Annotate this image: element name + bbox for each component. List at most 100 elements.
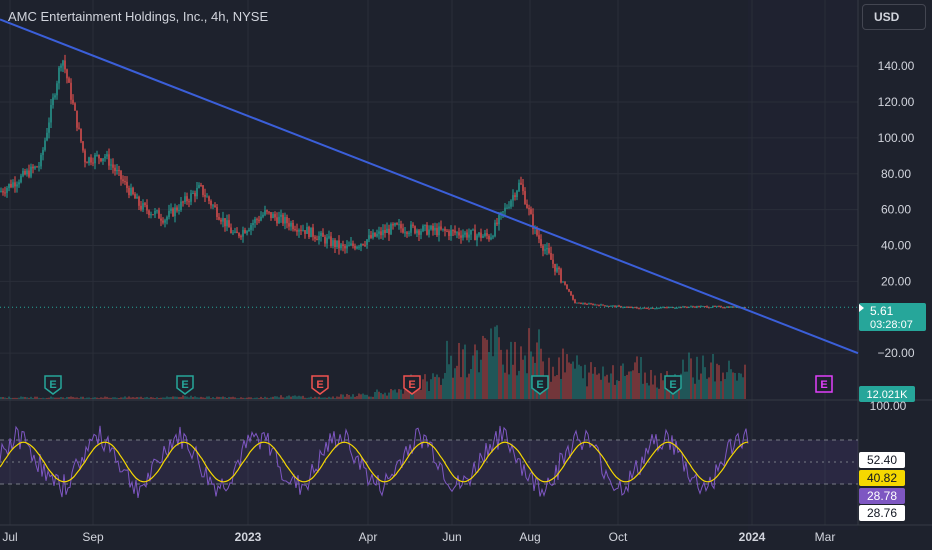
volume-bar bbox=[132, 397, 134, 399]
volume-bar bbox=[382, 394, 384, 399]
volume-bar bbox=[556, 375, 558, 399]
candle-body bbox=[544, 249, 546, 251]
candle-body bbox=[312, 227, 314, 237]
volume-bar bbox=[466, 377, 468, 399]
candle-body bbox=[434, 227, 436, 231]
volume-bar bbox=[228, 396, 230, 399]
volume-bar bbox=[550, 381, 552, 399]
volume-bar bbox=[592, 373, 594, 399]
volume-bar bbox=[604, 376, 606, 399]
volume-bar bbox=[736, 380, 738, 399]
candle-body bbox=[188, 201, 190, 203]
volume-bar bbox=[8, 396, 10, 399]
volume-bar bbox=[512, 364, 514, 399]
volume-bar bbox=[96, 397, 98, 399]
volume-bar bbox=[722, 372, 724, 399]
candle-body bbox=[150, 214, 152, 216]
volume-bar bbox=[64, 398, 66, 399]
earnings-marker-shape bbox=[403, 375, 421, 395]
volume-bar bbox=[374, 392, 376, 399]
volume-bar bbox=[584, 364, 586, 399]
candle-body bbox=[384, 230, 386, 233]
volume-bar bbox=[216, 396, 218, 399]
candle-body bbox=[546, 248, 548, 250]
candle-body bbox=[674, 307, 676, 309]
volume-bar bbox=[150, 397, 152, 399]
candle-body bbox=[508, 206, 510, 208]
volume-bar bbox=[526, 373, 528, 399]
volume-bar bbox=[174, 396, 176, 399]
volume-bar bbox=[470, 369, 472, 399]
volume-bar bbox=[596, 374, 598, 399]
volume-bar bbox=[70, 396, 72, 399]
candle-body bbox=[318, 235, 320, 241]
candle-body bbox=[532, 214, 534, 229]
candle-body bbox=[556, 267, 558, 272]
volume-bar bbox=[100, 397, 102, 399]
candle-body bbox=[442, 228, 444, 230]
candle-body bbox=[72, 99, 74, 104]
candle-body bbox=[60, 65, 62, 68]
volume-bar bbox=[282, 397, 284, 399]
candle-body bbox=[526, 203, 528, 208]
currency-button[interactable]: USD bbox=[862, 4, 926, 30]
volume-bar bbox=[4, 397, 6, 399]
volume-bar bbox=[294, 395, 296, 399]
trendline[interactable] bbox=[0, 18, 859, 355]
time-tick-label: Jul bbox=[2, 530, 17, 544]
volume-bar bbox=[304, 397, 306, 399]
candle-body bbox=[502, 211, 504, 213]
candle-body bbox=[724, 307, 726, 309]
candle-body bbox=[454, 230, 456, 233]
volume-bar bbox=[284, 397, 286, 399]
volume-bar bbox=[338, 396, 340, 399]
candle-body bbox=[252, 222, 254, 226]
volume-bar bbox=[260, 396, 262, 399]
volume-bar bbox=[318, 396, 320, 399]
volume-bar bbox=[482, 335, 484, 399]
volume-bar bbox=[384, 392, 386, 399]
volume-bar bbox=[516, 375, 518, 399]
volume-bar bbox=[138, 397, 140, 399]
time-tick-label: Apr bbox=[359, 530, 378, 544]
volume-bar bbox=[702, 355, 704, 399]
volume-bar bbox=[654, 375, 656, 399]
rsi-tick-label: 100.00 bbox=[870, 399, 907, 413]
candle-body bbox=[326, 237, 328, 244]
candle-body bbox=[380, 231, 382, 236]
candle-body bbox=[288, 223, 290, 227]
candle-body bbox=[458, 232, 460, 236]
candle-body bbox=[214, 205, 216, 208]
volume-bar bbox=[298, 395, 300, 399]
volume-bar bbox=[274, 396, 276, 399]
candle-body bbox=[36, 166, 38, 168]
volume-bar bbox=[38, 397, 40, 399]
candle-body bbox=[358, 246, 360, 248]
candle-body bbox=[332, 240, 334, 246]
candle-body bbox=[578, 302, 580, 304]
volume-bar bbox=[312, 397, 314, 399]
volume-bar bbox=[44, 398, 46, 399]
volume-bar bbox=[404, 389, 406, 399]
volume-bar bbox=[432, 373, 434, 399]
volume-bar bbox=[740, 373, 742, 399]
candle-body bbox=[160, 218, 162, 221]
earnings-marker: E bbox=[664, 375, 682, 395]
candle-body bbox=[174, 207, 176, 217]
candle-body bbox=[12, 182, 14, 188]
candle-body bbox=[236, 231, 238, 234]
candle-body bbox=[418, 230, 420, 235]
volume-bar bbox=[734, 372, 736, 399]
volume-bar bbox=[290, 396, 292, 399]
volume-bar bbox=[696, 356, 698, 399]
candle-body bbox=[100, 158, 102, 162]
candle-body bbox=[694, 306, 696, 308]
candle-body bbox=[16, 184, 18, 187]
candle-body bbox=[228, 220, 230, 228]
price-tick-label: 100.00 bbox=[878, 131, 915, 145]
volume-bar bbox=[686, 371, 688, 399]
volume-bar bbox=[720, 381, 722, 399]
volume-bar bbox=[668, 385, 670, 399]
